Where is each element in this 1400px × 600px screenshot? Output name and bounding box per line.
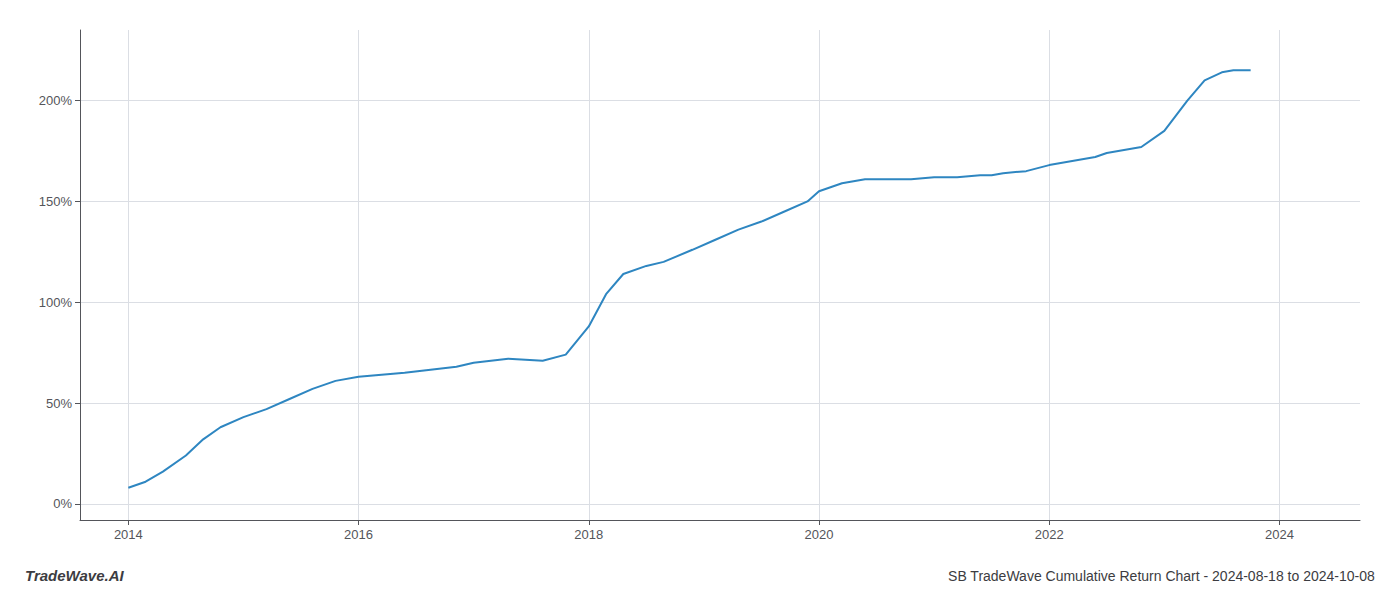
svg-text:2014: 2014 — [114, 527, 143, 542]
svg-text:2024: 2024 — [1265, 527, 1294, 542]
svg-text:2018: 2018 — [574, 527, 603, 542]
svg-text:100%: 100% — [39, 295, 73, 310]
svg-text:2022: 2022 — [1035, 527, 1064, 542]
svg-text:2020: 2020 — [805, 527, 834, 542]
svg-text:TradeWave.AI: TradeWave.AI — [25, 567, 124, 584]
svg-text:2016: 2016 — [344, 527, 373, 542]
svg-text:0%: 0% — [53, 496, 72, 511]
svg-text:200%: 200% — [39, 93, 73, 108]
svg-text:SB TradeWave Cumulative Return: SB TradeWave Cumulative Return Chart - 2… — [948, 568, 1375, 584]
svg-text:150%: 150% — [39, 194, 73, 209]
svg-text:50%: 50% — [46, 396, 72, 411]
